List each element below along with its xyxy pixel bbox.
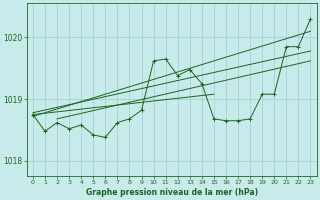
X-axis label: Graphe pression niveau de la mer (hPa): Graphe pression niveau de la mer (hPa) bbox=[86, 188, 258, 197]
